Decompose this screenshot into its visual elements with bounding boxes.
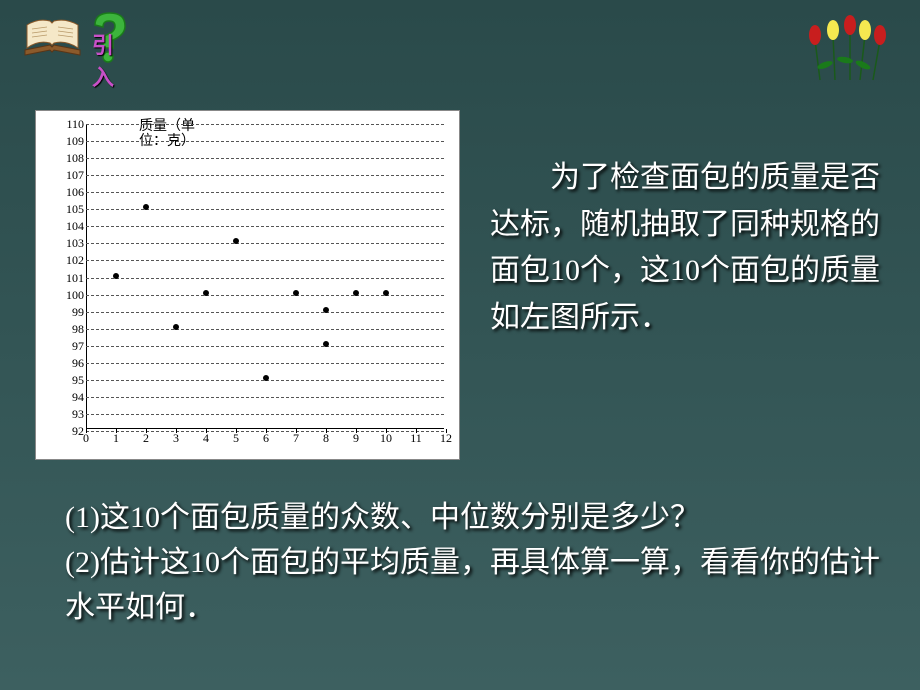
chart-x-tick-label: 3 — [166, 431, 186, 446]
chart-y-tick-label: 99 — [59, 305, 84, 320]
question-1: (1)这10个面包质量的众数、中位数分别是多少？ — [65, 495, 885, 540]
chart-x-tick-label: 4 — [196, 431, 216, 446]
flowers-icon — [795, 10, 895, 90]
problem-description: 为了检查面包的质量是否达标，随机抽取了同种规格的面包10个，这10个面包的质量如… — [490, 155, 890, 341]
chart-y-tick-label: 106 — [59, 185, 84, 200]
chart-x-tick-label: 7 — [286, 431, 306, 446]
chart-gridline — [86, 260, 444, 261]
chart-x-tick-label: 8 — [316, 431, 336, 446]
chart-y-tick-label: 107 — [59, 168, 84, 183]
chart-title-line1: 质量（单 — [139, 119, 195, 134]
chart-gridline — [86, 278, 444, 279]
chart-gridline — [86, 226, 444, 227]
chart-data-point — [233, 238, 239, 244]
chart-gridline — [86, 397, 444, 398]
chart-gridline — [86, 158, 444, 159]
chart-y-tick-label: 94 — [59, 390, 84, 405]
chart-gridline — [86, 414, 444, 415]
chart-gridline — [86, 312, 444, 313]
question-2: (2)估计这10个面包的平均质量，再具体算一算，看看你的估计水平如何． — [65, 540, 885, 630]
chart-data-point — [293, 290, 299, 296]
chart-gridline — [86, 124, 444, 125]
chart-y-tick-label: 93 — [59, 407, 84, 422]
chart-gridline — [86, 363, 444, 364]
chart-y-tick-label: 95 — [59, 373, 84, 388]
problem-description-text: 为了检查面包的质量是否达标，随机抽取了同种规格的面包10个，这10个面包的质量如… — [490, 155, 890, 341]
chart-x-tick-label: 5 — [226, 431, 246, 446]
chart-y-tick-label: 105 — [59, 202, 84, 217]
chart-x-tick-label: 2 — [136, 431, 156, 446]
chart-gridline — [86, 329, 444, 330]
chart-y-tick-label: 103 — [59, 236, 84, 251]
chart-gridline — [86, 346, 444, 347]
chart-gridline — [86, 209, 444, 210]
chart-x-tick-label: 9 — [346, 431, 366, 446]
chart-y-tick-label: 101 — [59, 271, 84, 286]
chart-y-tick-label: 98 — [59, 322, 84, 337]
chart-data-point — [173, 324, 179, 330]
chart-y-tick-label: 104 — [59, 219, 84, 234]
book-icon — [20, 15, 85, 60]
chart-y-tick-label: 96 — [59, 356, 84, 371]
chart-data-point — [323, 341, 329, 347]
chart-gridline — [86, 295, 444, 296]
chart-x-tick-label: 6 — [256, 431, 276, 446]
chart-data-point — [143, 204, 149, 210]
chart-x-axis — [86, 428, 444, 429]
chart-y-tick-label: 97 — [59, 339, 84, 354]
chart-y-axis — [86, 124, 87, 429]
chart-x-tick-label: 1 — [106, 431, 126, 446]
questions-block: (1)这10个面包质量的众数、中位数分别是多少？ (2)估计这10个面包的平均质… — [65, 495, 885, 630]
chart-x-tick-label: 12 — [436, 431, 456, 446]
header: 引 入 — [20, 10, 135, 65]
chart-data-point — [383, 290, 389, 296]
scatter-chart: 质量（单 位：克） 929394959697989910010110210310… — [35, 110, 460, 460]
chart-gridline — [86, 192, 444, 193]
chart-y-tick-label: 109 — [59, 134, 84, 149]
chart-data-point — [113, 273, 119, 279]
chart-x-tick-label: 0 — [76, 431, 96, 446]
chart-x-tick-label: 11 — [406, 431, 426, 446]
chart-data-point — [263, 375, 269, 381]
chart-y-tick-label: 100 — [59, 288, 84, 303]
chart-data-point — [323, 307, 329, 313]
chart-y-tick-label: 108 — [59, 151, 84, 166]
chart-data-point — [353, 290, 359, 296]
chart-y-tick-label: 110 — [59, 117, 84, 132]
chart-data-point — [203, 290, 209, 296]
chart-x-tick-label: 10 — [376, 431, 396, 446]
chart-gridline — [86, 141, 444, 142]
chart-y-tick-label: 102 — [59, 253, 84, 268]
chart-gridline — [86, 175, 444, 176]
chart-gridline — [86, 243, 444, 244]
intro-label: 引 入 — [92, 28, 135, 92]
